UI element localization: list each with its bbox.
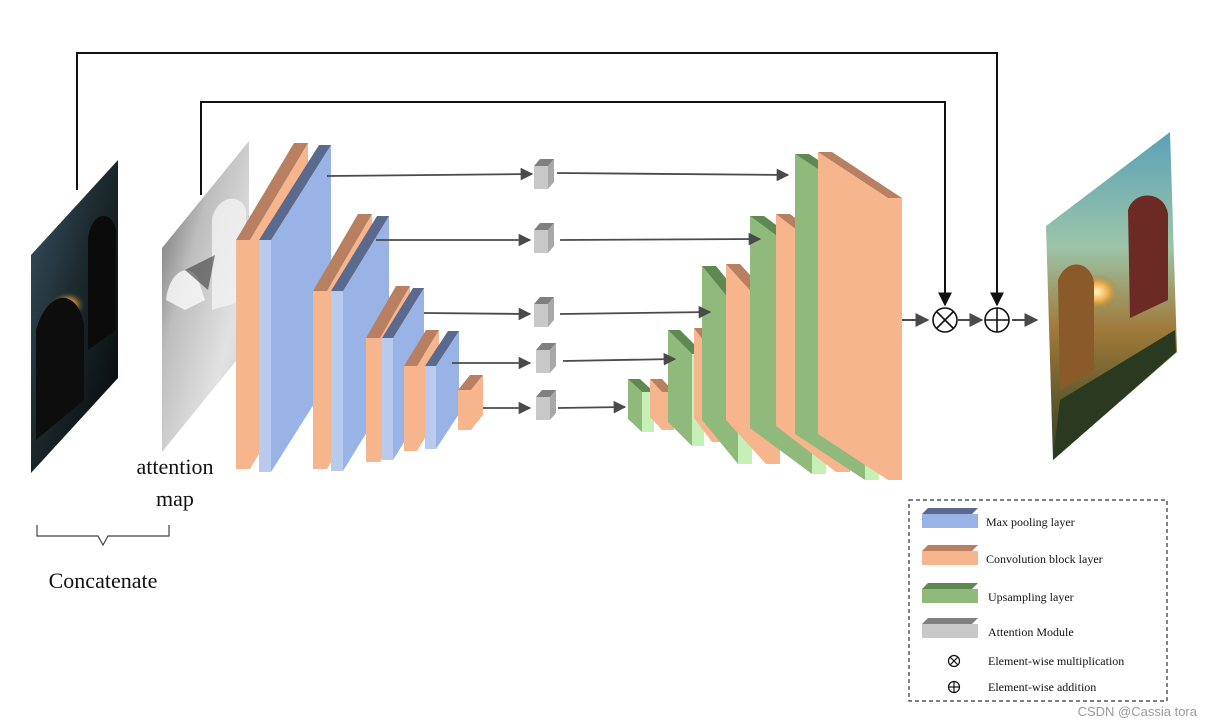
legend-addition-icon — [947, 680, 961, 694]
attention-module-3-side — [548, 297, 554, 327]
attention-module-5-top — [536, 390, 556, 397]
attention-connections — [326, 167, 790, 415]
legend: Max pooling layer Convolution block laye… — [908, 499, 1168, 702]
multiplication-operator — [932, 307, 958, 333]
dec5-conv-edge — [888, 198, 902, 480]
enc2-pool-edge — [331, 291, 343, 471]
legend-label-convolution: Convolution block layer — [986, 552, 1103, 566]
attention-module-3-top — [534, 297, 554, 304]
enc4-pool-edge — [425, 366, 436, 449]
attention-module-1-front — [534, 166, 548, 189]
legend-label-upsampling: Upsampling layer — [988, 590, 1074, 604]
enc4-pool — [425, 331, 459, 449]
addition-operator — [984, 307, 1010, 333]
attention-module-2 — [534, 223, 554, 253]
bottleneck-conv — [458, 375, 483, 430]
attention-map-label-line2: map — [156, 486, 194, 511]
legend-label-max-pooling: Max pooling layer — [986, 515, 1075, 529]
dec5-conv-top — [818, 152, 902, 198]
skip-connection-outer — [76, 52, 1004, 307]
legend-swatch-convolution — [922, 545, 978, 565]
attention-module-3 — [534, 297, 554, 327]
output-image — [1046, 132, 1177, 460]
attention-module-1-side — [548, 159, 554, 189]
attention-module-2-top — [534, 223, 554, 230]
attention-module-2-front — [534, 230, 548, 253]
input-image — [31, 160, 118, 473]
attention-module-5-front — [536, 397, 550, 420]
attention-map-label-line1: attention — [137, 454, 214, 479]
enc2-conv-edge — [313, 291, 327, 469]
enc4-conv-edge — [404, 366, 417, 451]
legend-multiplication-icon — [947, 654, 961, 668]
attention-module-5 — [536, 390, 556, 420]
legend-border — [908, 499, 1168, 702]
enc1-conv-top — [236, 143, 308, 240]
attention-module-5-side — [550, 390, 556, 420]
enc2-pool-top — [331, 216, 389, 291]
enc3-pool-edge — [382, 338, 393, 460]
dec1-conv-face — [650, 379, 662, 430]
bottleneck-conv-face — [471, 375, 483, 430]
attention-module-1-top — [534, 159, 554, 166]
legend-swatch-attention-module — [922, 618, 978, 638]
enc3-conv-top — [366, 286, 410, 338]
dec5-conv — [818, 152, 902, 480]
concatenate-brace — [36, 525, 170, 547]
enc4-pool-face — [436, 331, 459, 449]
enc1-pool-top — [259, 145, 331, 240]
dec1-up-top — [628, 379, 654, 392]
skip-connection-inner — [200, 101, 952, 307]
enc4-pool-top — [425, 331, 459, 366]
dec5-conv-face — [818, 152, 888, 480]
enc1-conv-edge — [236, 240, 250, 469]
bottleneck-conv-edge — [458, 390, 471, 430]
attention-module-4-side — [550, 343, 556, 373]
enc3-pool-top — [382, 288, 424, 338]
concatenate-label: Concatenate — [49, 568, 158, 593]
enc4-conv-top — [404, 330, 439, 366]
legend-label-addition: Element-wise addition — [988, 680, 1096, 694]
layer-blocks — [236, 143, 902, 480]
enc3-conv-edge — [366, 338, 380, 462]
attention-module-2-side — [548, 223, 554, 253]
enc2-conv-top — [313, 214, 372, 291]
attention-module-4-front — [536, 350, 550, 373]
attention-module-3-front — [534, 304, 548, 327]
enc1-pool-edge — [259, 240, 271, 472]
attention-map-image — [162, 141, 249, 452]
attention-module-1 — [534, 159, 554, 189]
legend-label-attention-module: Attention Module — [988, 625, 1074, 639]
attention-module-4-top — [536, 343, 556, 350]
bottleneck-conv-top — [458, 375, 483, 390]
legend-label-multiplication: Element-wise multiplication — [988, 654, 1124, 668]
attention-module-4 — [536, 343, 556, 373]
watermark: CSDN @Cassia tora — [1078, 704, 1198, 719]
dec1-up-face — [628, 379, 642, 432]
legend-swatch-upsampling — [922, 583, 978, 603]
legend-swatch-max-pooling — [922, 508, 978, 528]
